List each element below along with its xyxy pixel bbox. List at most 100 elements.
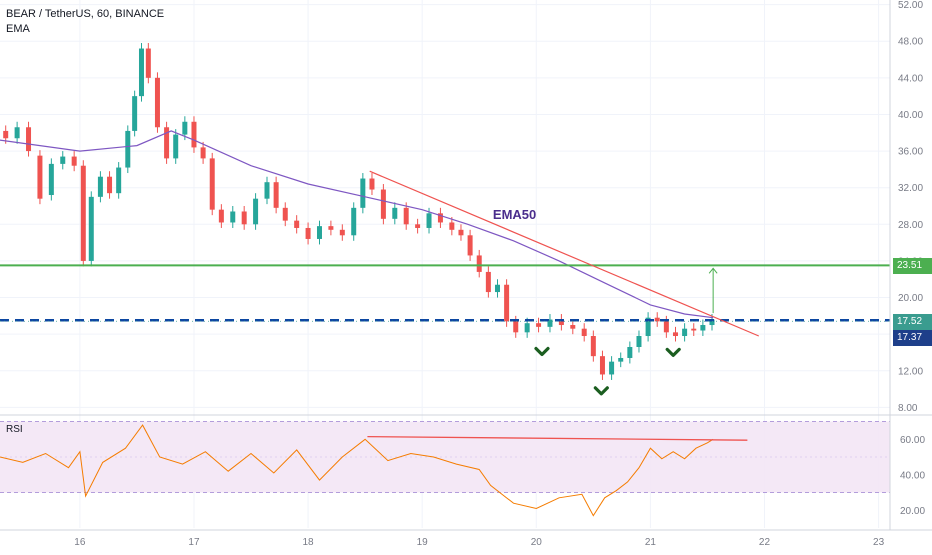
rsi-y-tick-label: 60.00 [900, 435, 925, 446]
head-check-icon [593, 386, 609, 396]
y-tick-label: 20.00 [898, 293, 923, 304]
grid [0, 0, 890, 528]
candle-body [88, 196, 94, 261]
candle-body [403, 207, 409, 225]
candle-body [164, 127, 170, 159]
rsi-y-tick-label: 20.00 [900, 506, 925, 517]
chart-title: BEAR / TetherUS, 60, BINANCE [6, 8, 165, 20]
candle-body [138, 48, 144, 97]
y-tick-label: 12.00 [898, 366, 923, 377]
candle-body [97, 176, 103, 197]
candle-body [645, 317, 651, 337]
x-tick-label: 18 [303, 537, 315, 548]
rsi-panel: RSI 20.00 40.00 60.00 [0, 421, 925, 517]
candle-body [273, 182, 279, 208]
candle-body [125, 130, 131, 168]
rsi-line [0, 424, 714, 517]
candle-body [426, 213, 432, 228]
x-tick-label: 16 [74, 537, 86, 548]
ema-annotation: EMA50 [493, 207, 536, 222]
candle-body [230, 211, 236, 223]
candle-body [173, 134, 179, 159]
candle-body [590, 336, 596, 357]
candle-body [116, 167, 122, 194]
x-tick-label: 21 [645, 537, 657, 548]
candle-body [218, 209, 224, 223]
x-tick-label: 23 [873, 537, 885, 548]
y-tick-label: 40.00 [898, 110, 923, 121]
candle-body [182, 121, 188, 135]
price-tag-neckline: 17.52 [893, 314, 932, 330]
candle-body [672, 332, 678, 337]
y-tick-label: 28.00 [898, 220, 923, 231]
candle-body [524, 323, 530, 333]
candle-body [191, 121, 197, 148]
rsi-trendline [367, 435, 748, 441]
candle-body [627, 346, 633, 358]
right-shoulder-check-icon [665, 347, 681, 358]
candle-body [558, 319, 564, 326]
candle-body [449, 222, 455, 230]
x-tick-label: 20 [531, 537, 543, 548]
candle-body [663, 321, 669, 333]
x-tick-label: 17 [188, 537, 200, 548]
x-tick-label: 22 [759, 537, 771, 548]
candle-body [316, 226, 322, 239]
left-shoulder-check-icon [534, 346, 550, 357]
candle-body [485, 271, 491, 293]
candle-body [200, 147, 206, 159]
rsi-label: RSI [6, 424, 23, 435]
arrow-head [708, 267, 718, 274]
indicator-label: EMA [6, 23, 30, 35]
rsi-y-tick-label: 40.00 [900, 470, 925, 481]
candle-body [369, 178, 375, 190]
candle-body [380, 189, 386, 219]
candle-body [60, 156, 66, 164]
candle-body [253, 198, 259, 225]
candle-body [294, 220, 300, 228]
candle-body [636, 336, 642, 347]
candle-body [14, 127, 20, 139]
candle-body [570, 325, 576, 329]
candle-body [241, 211, 247, 225]
candle-body [264, 182, 270, 199]
candle-body [504, 284, 510, 322]
candle-body [3, 130, 9, 139]
candle-body [709, 319, 715, 326]
candle-body [80, 165, 86, 261]
candle-body [154, 77, 160, 128]
candle-body [599, 356, 605, 375]
price-panel: EMA50 [0, 43, 890, 396]
candle-body [618, 357, 624, 362]
x-tick-label: 19 [417, 537, 429, 548]
candle-body [37, 155, 43, 199]
y-tick-label: 48.00 [898, 37, 923, 48]
candle-body [609, 361, 615, 375]
trendline [369, 170, 760, 337]
candle-body [700, 325, 706, 331]
candle-body [513, 321, 519, 333]
candle-body [107, 176, 113, 194]
candle-body [360, 178, 366, 208]
candle-body [467, 235, 473, 256]
candle-body [415, 224, 421, 228]
price-tag-support: 23.51 [893, 258, 932, 274]
candle-body [48, 163, 54, 196]
candle-body [682, 328, 688, 337]
candle-body [305, 227, 311, 239]
candle-body [339, 229, 345, 236]
candle-body [536, 323, 542, 327]
candle-body [392, 207, 398, 219]
candle-body [494, 284, 500, 293]
candle-body [282, 207, 288, 221]
y-tick-label: 32.00 [898, 183, 923, 194]
candle-body [145, 48, 151, 78]
y-tick-label: 52.00 [898, 0, 923, 11]
candle-body [437, 213, 443, 223]
candle-body [328, 226, 334, 230]
candle-body [476, 255, 482, 272]
y-tick-label: 36.00 [898, 147, 923, 158]
